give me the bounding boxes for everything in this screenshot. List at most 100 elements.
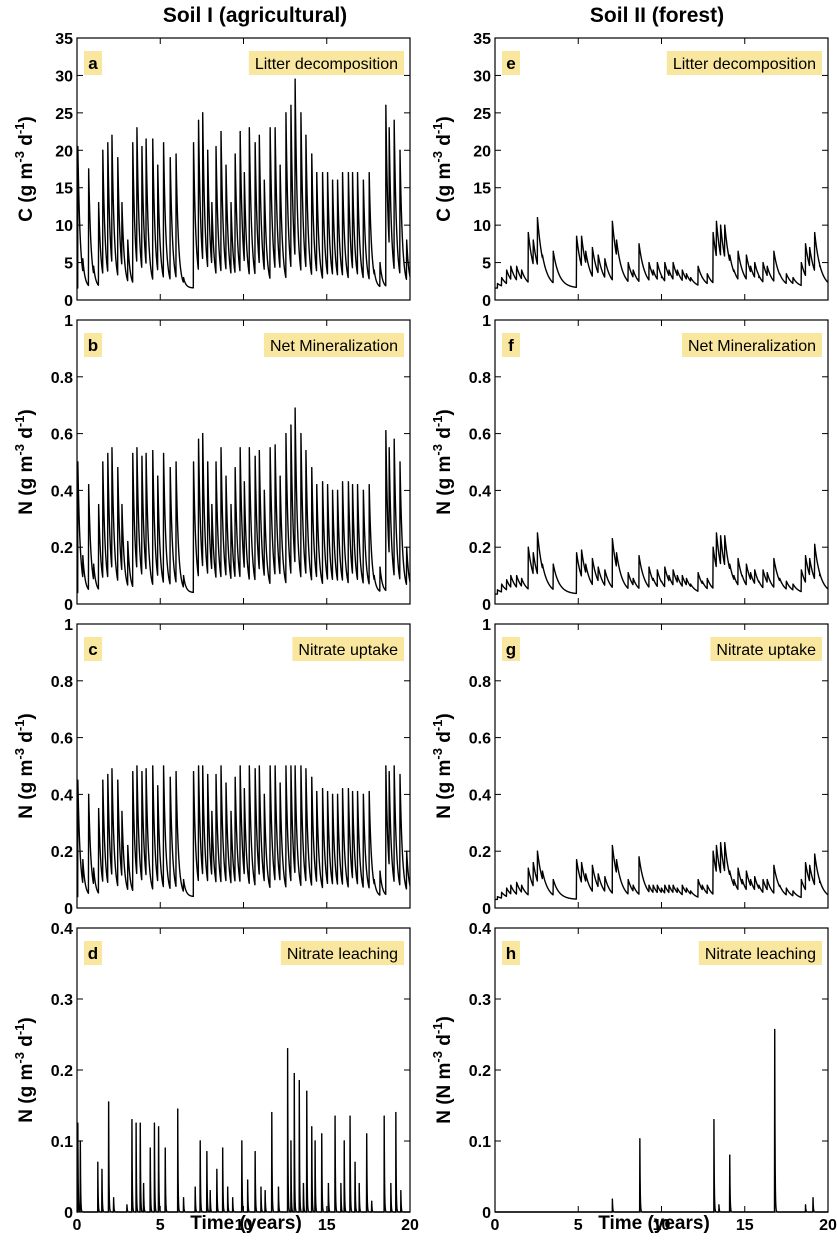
- data-point-e-7: [532, 239, 534, 241]
- y-tick-label-g-0: 0: [482, 901, 491, 918]
- y-tick-label-d-0: 0: [64, 1205, 73, 1222]
- data-point-f-11: [575, 552, 578, 554]
- data-point-e-36: [712, 232, 714, 234]
- data-point-c-30: [234, 776, 236, 778]
- data-point-f-50: [773, 557, 775, 560]
- data-point-a-23: [202, 112, 204, 114]
- x-axis-label-right: Time (years): [598, 1213, 710, 1234]
- data-point-d-12: [153, 1122, 156, 1124]
- data-point-e-26: [664, 261, 666, 264]
- data-point-g-9: [541, 870, 544, 872]
- data-point-g-18: [615, 859, 618, 861]
- data-point-f-31: [685, 577, 688, 580]
- panel-title-e: Litter decomposition: [673, 56, 816, 73]
- data-point-e-21: [638, 243, 640, 245]
- data-point-b-26: [215, 461, 217, 463]
- data-point-d-27: [254, 1151, 256, 1153]
- data-point-g-19: [627, 879, 629, 881]
- y-axis-label-d: N (g m-3 d-1): [12, 1017, 37, 1122]
- data-point-c-17: [162, 765, 165, 767]
- data-point-e-51: [779, 273, 781, 275]
- data-point-c-27: [220, 765, 222, 767]
- data-point-a-40: [285, 112, 287, 114]
- data-point-a-57: [373, 269, 375, 271]
- data-point-b-29: [230, 504, 232, 506]
- series-line-d: [76, 1048, 411, 1213]
- data-point-c-24: [207, 773, 209, 776]
- data-point-c-16: [157, 785, 159, 787]
- data-point-b-23: [202, 433, 204, 435]
- data-point-f-3: [510, 575, 512, 577]
- data-point-g-40: [729, 870, 731, 872]
- series-line-h: [494, 1028, 829, 1213]
- data-point-e-33: [697, 265, 699, 267]
- data-point-a-19: [175, 153, 177, 155]
- data-point-g-35: [706, 884, 708, 886]
- data-point-b-43: [300, 433, 302, 435]
- panel-letter-a: a: [88, 54, 98, 73]
- data-point-g-5: [521, 884, 523, 886]
- y-tick-label-a-4: 20: [55, 143, 73, 160]
- y-tick-label-e-4: 20: [473, 143, 491, 160]
- data-point-f-21: [638, 555, 640, 557]
- data-point-g-44: [745, 870, 748, 872]
- data-point-a-12: [136, 127, 138, 129]
- data-point-b-52: [347, 481, 349, 483]
- data-point-c-40: [285, 765, 287, 767]
- data-point-a-60: [388, 127, 390, 129]
- data-point-d-47: [358, 1183, 360, 1185]
- data-point-g-2: [506, 887, 508, 889]
- data-point-g-48: [762, 879, 764, 881]
- y-tick-label-d-2: 0.2: [51, 1063, 73, 1080]
- panel-title-h: Nitrate leaching: [705, 946, 816, 963]
- data-point-f-23: [652, 577, 654, 580]
- data-point-e-30: [681, 269, 683, 271]
- data-point-c-47: [321, 788, 324, 790]
- data-point-g-51: [779, 884, 781, 886]
- data-point-b-22: [197, 438, 200, 440]
- data-point-g-55: [804, 861, 807, 864]
- data-point-e-48: [762, 261, 764, 264]
- data-point-c-11: [132, 771, 134, 773]
- data-point-b-9: [121, 504, 123, 506]
- data-point-f-0: [496, 589, 499, 591]
- y-tick-label-a-1: 5: [64, 256, 73, 273]
- data-point-f-38: [720, 535, 722, 537]
- data-point-g-52: [785, 887, 787, 889]
- data-point-d-42: [334, 1115, 336, 1117]
- data-point-e-18: [615, 239, 618, 241]
- data-point-f-42: [737, 557, 739, 560]
- y-tick-label-a-2: 10: [55, 218, 73, 235]
- data-point-e-35: [706, 273, 708, 275]
- axes-frame-f: [494, 319, 829, 605]
- data-point-a-7: [111, 134, 113, 136]
- data-point-f-58: [819, 575, 821, 577]
- data-point-e-24: [656, 261, 658, 264]
- data-point-g-23: [652, 884, 654, 886]
- data-point-b-11: [132, 452, 134, 455]
- data-point-f-27: [668, 575, 670, 577]
- data-point-f-48: [762, 569, 764, 571]
- data-point-b-36: [263, 489, 265, 491]
- data-point-a-36: [263, 179, 265, 181]
- data-point-a-14: [145, 138, 147, 140]
- data-point-b-39: [279, 475, 281, 477]
- data-point-a-56: [368, 172, 370, 174]
- axes-frame-e: [494, 37, 829, 301]
- data-point-b-15: [152, 450, 154, 452]
- panel-letter-bg-g: [502, 637, 520, 661]
- data-point-b-21: [192, 461, 195, 463]
- data-point-f-51: [779, 577, 781, 580]
- data-point-c-58: [379, 870, 381, 872]
- data-point-e-8: [536, 217, 539, 219]
- data-point-c-7: [111, 768, 113, 770]
- data-point-a-42: [294, 78, 296, 80]
- data-point-b-7: [111, 447, 113, 449]
- data-point-a-22: [197, 119, 200, 121]
- data-point-e-55: [804, 243, 807, 245]
- data-point-c-41: [290, 765, 292, 767]
- data-point-g-16: [604, 876, 606, 878]
- data-point-a-58: [379, 261, 381, 264]
- y-tick-label-f-0: 0: [482, 597, 491, 614]
